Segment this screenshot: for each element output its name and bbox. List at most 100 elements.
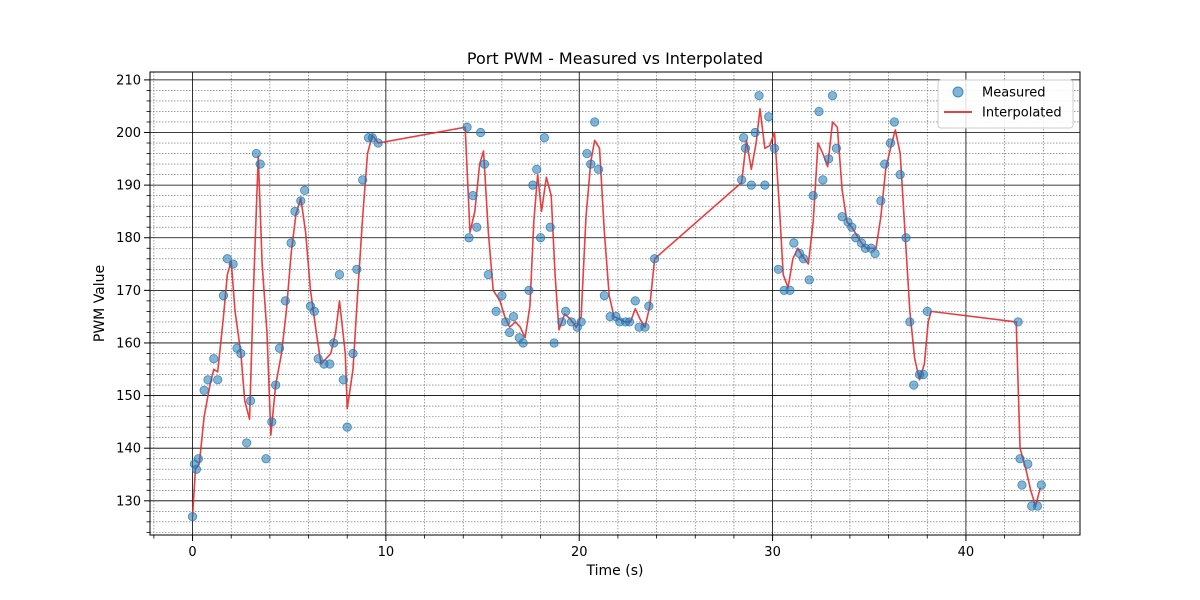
measured-point <box>524 285 534 295</box>
plot-frame <box>149 71 1081 536</box>
minor-grid <box>150 72 1080 535</box>
measured-point <box>905 317 915 327</box>
measured-point <box>203 375 213 385</box>
measured-point <box>373 138 383 148</box>
y-tick-label: 190 <box>116 179 141 194</box>
measured-point <box>274 343 285 353</box>
measured-point <box>334 269 345 280</box>
y-tick-label: 200 <box>116 126 141 141</box>
measured-point <box>508 312 519 322</box>
measured-point <box>831 143 841 153</box>
measured-point <box>789 238 799 248</box>
measured-point <box>358 175 368 185</box>
measured-point <box>754 91 764 101</box>
measured-point <box>255 159 265 169</box>
measured-point <box>472 222 482 232</box>
measured-point <box>880 159 890 169</box>
measured-point <box>1017 480 1027 490</box>
legend: Measured Interpolated <box>937 79 1074 129</box>
legend-interpolated-label: Interpolated <box>982 106 1062 121</box>
measured-point <box>242 438 252 448</box>
measured-point <box>222 254 232 264</box>
measured-point <box>549 338 559 348</box>
measured-point <box>342 422 352 432</box>
measured-point <box>296 196 306 206</box>
measured-point <box>193 454 203 464</box>
measured-point <box>808 191 818 201</box>
legend-box <box>937 79 1074 129</box>
measured-point <box>870 248 880 259</box>
measured-point <box>824 154 834 164</box>
measured-point <box>300 185 310 195</box>
measured-point <box>464 233 474 243</box>
measured-point <box>245 396 256 406</box>
measured-point <box>545 222 555 232</box>
measured-point <box>501 317 511 327</box>
measured-point <box>209 354 219 364</box>
measured-point <box>918 369 928 380</box>
measured-point <box>329 338 339 348</box>
measured-point <box>818 175 828 185</box>
measured-point <box>261 454 271 464</box>
measured-point <box>740 143 751 153</box>
measured-point <box>1015 454 1025 464</box>
chart-title: Port PWM - Measured vs Interpolated <box>467 49 763 68</box>
measured-point <box>267 417 277 427</box>
x-tick-label: 0 <box>188 545 196 560</box>
measured-point <box>228 259 238 269</box>
measured-point <box>1032 501 1043 511</box>
measured-point <box>187 511 198 522</box>
measured-point <box>352 264 362 274</box>
x-tick-label: 10 <box>378 545 395 560</box>
y-tick-label: 150 <box>116 389 141 404</box>
measured-point <box>750 127 760 138</box>
measured-point <box>769 143 780 153</box>
measured-point <box>760 180 770 190</box>
measured-point <box>348 348 358 359</box>
measured-point <box>218 291 229 301</box>
y-axis-label: PWM Value <box>92 265 108 342</box>
x-tick-label: 20 <box>571 545 588 560</box>
measured-point <box>582 148 592 159</box>
y-tick-label: 130 <box>116 494 141 509</box>
y-tick-label: 160 <box>116 336 141 351</box>
measured-point <box>885 138 896 148</box>
measured-point <box>325 359 335 369</box>
x-axis-label: Time (s) <box>586 563 644 579</box>
measured-point <box>505 327 515 338</box>
measured-point <box>483 269 493 280</box>
measured-point <box>236 348 246 359</box>
measured-point <box>271 380 281 390</box>
measured-point <box>561 306 571 316</box>
measured-point <box>528 180 538 190</box>
measured-point <box>764 112 774 122</box>
measured-point <box>313 354 323 364</box>
measured-point <box>468 191 478 201</box>
y-tick-label: 180 <box>116 231 141 246</box>
measured-point <box>199 385 209 395</box>
measured-point <box>1036 480 1046 490</box>
measured-point <box>518 338 528 348</box>
measured-point <box>479 159 490 169</box>
major-grid <box>150 72 1080 535</box>
measured-point <box>309 306 319 316</box>
x-tick-label: 40 <box>958 545 975 560</box>
y-tick-label: 170 <box>116 284 141 299</box>
measured-point <box>876 196 886 206</box>
legend-measured-marker <box>952 86 964 98</box>
measured-point <box>462 122 472 132</box>
measured-point <box>590 117 600 127</box>
measured-point <box>1023 459 1033 469</box>
measured-point <box>213 375 223 385</box>
measured-point <box>539 133 550 143</box>
legend-measured-label: Measured <box>982 86 1046 101</box>
measured-point <box>827 91 838 101</box>
measured-point <box>889 117 899 127</box>
measured-point <box>798 254 809 264</box>
measured-point <box>251 148 261 159</box>
measured-point <box>814 106 824 117</box>
measured-point <box>847 222 857 232</box>
measured-point <box>557 317 567 327</box>
measured-point <box>901 233 911 243</box>
